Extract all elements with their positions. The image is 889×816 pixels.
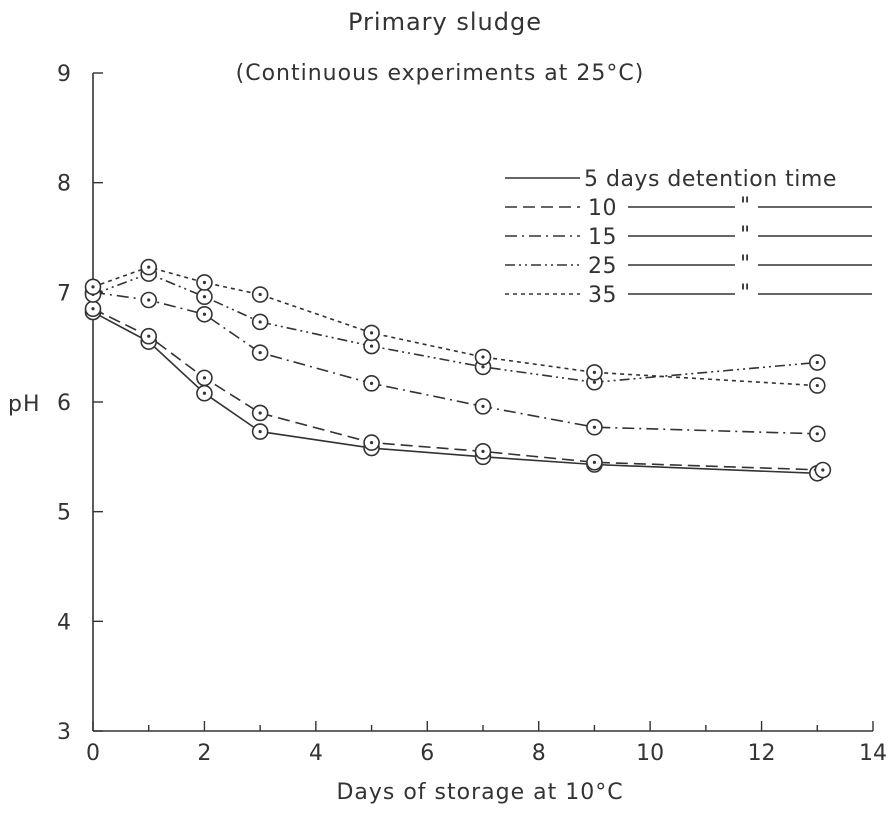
series-5-days	[84, 303, 826, 482]
x-tick-label: 10	[636, 741, 664, 766]
x-tick-label: 2	[197, 741, 211, 766]
legend-ditto-mark: "	[740, 281, 751, 306]
y-tick-label: 7	[57, 281, 71, 306]
data-point-center	[592, 370, 597, 374]
data-point-center	[202, 280, 207, 285]
legend: 5 days detention time 10 " 15 " 25 " 35 "	[505, 167, 872, 308]
legend-item-15: 15 "	[505, 223, 872, 250]
legend-ditto-mark: "	[740, 252, 751, 277]
data-point-center	[147, 334, 151, 338]
data-point-center	[202, 312, 207, 316]
data-point-center	[369, 381, 374, 385]
data-point-center	[147, 298, 151, 302]
data-point-center	[202, 391, 207, 395]
series-15-days	[84, 284, 826, 443]
y-tick-label: 9	[57, 62, 71, 87]
data-point-center	[481, 365, 485, 369]
series-line	[92, 272, 818, 384]
x-tick-label: 14	[859, 741, 887, 766]
legend-item-35: 35 "	[505, 281, 872, 308]
data-point-center	[592, 460, 597, 464]
x-tick-label: 6	[420, 741, 434, 766]
data-point-center	[815, 432, 819, 436]
legend-item-25: 25 "	[505, 252, 872, 279]
chart-subtitle: (Continuous experiments at 25°C)	[236, 61, 645, 86]
data-point-center	[592, 425, 597, 429]
data-point-center	[592, 380, 597, 384]
data-point-center	[369, 440, 374, 445]
x-axis-label: Days of storage at 10°C	[336, 780, 623, 805]
legend-item-10: 10 "	[505, 194, 872, 221]
data-point-center	[815, 383, 819, 388]
data-point-center	[258, 411, 262, 415]
series-line	[92, 291, 818, 435]
x-tick-label: 8	[532, 741, 546, 766]
data-point-center	[258, 320, 262, 324]
series-25-days	[84, 265, 826, 391]
data-point-center	[258, 430, 262, 434]
series-line	[92, 311, 818, 475]
data-point-center	[369, 344, 374, 348]
data-point-center	[91, 285, 95, 289]
y-tick-label: 4	[57, 610, 71, 635]
data-point-center	[147, 265, 151, 269]
data-point-center	[481, 404, 485, 408]
data-point-center	[91, 307, 95, 311]
y-tick-label: 3	[57, 720, 71, 745]
legend-ditto-mark: "	[740, 194, 751, 219]
x-ticks: 0 2 4 6 8 10 12 14	[86, 721, 887, 766]
x-tick-label: 4	[309, 741, 323, 766]
series-line	[92, 308, 823, 471]
data-point-center	[202, 295, 207, 299]
y-axis-label: pH	[8, 392, 41, 417]
data-point-center	[258, 292, 262, 297]
y-tick-label: 8	[57, 172, 71, 197]
y-ticks: 3 4 5 6 7 8 9	[57, 62, 103, 745]
data-point-center	[821, 468, 825, 472]
data-point-center	[202, 376, 207, 380]
legend-label: 10	[588, 196, 617, 221]
legend-label: 5 days detention time	[584, 167, 837, 192]
x-tick-label: 12	[748, 741, 776, 766]
data-point-center	[815, 360, 819, 365]
legend-item-5: 5 days detention time	[505, 167, 837, 192]
data-point-center	[481, 449, 485, 453]
series-line	[92, 266, 818, 387]
legend-ditto-mark: "	[740, 223, 751, 248]
data-point-center	[481, 355, 485, 359]
series-10-days	[84, 300, 832, 479]
legend-label: 35	[588, 283, 617, 308]
data-point-center	[258, 351, 262, 355]
series-35-days	[84, 258, 826, 394]
y-tick-label: 5	[57, 501, 71, 526]
legend-label: 25	[588, 254, 617, 279]
x-tick-label: 0	[86, 741, 100, 766]
chart-title: Primary sludge	[348, 8, 542, 36]
y-tick-label: 6	[57, 391, 71, 416]
data-point-center	[369, 331, 374, 335]
series-group	[84, 258, 832, 482]
legend-label: 15	[588, 225, 617, 250]
